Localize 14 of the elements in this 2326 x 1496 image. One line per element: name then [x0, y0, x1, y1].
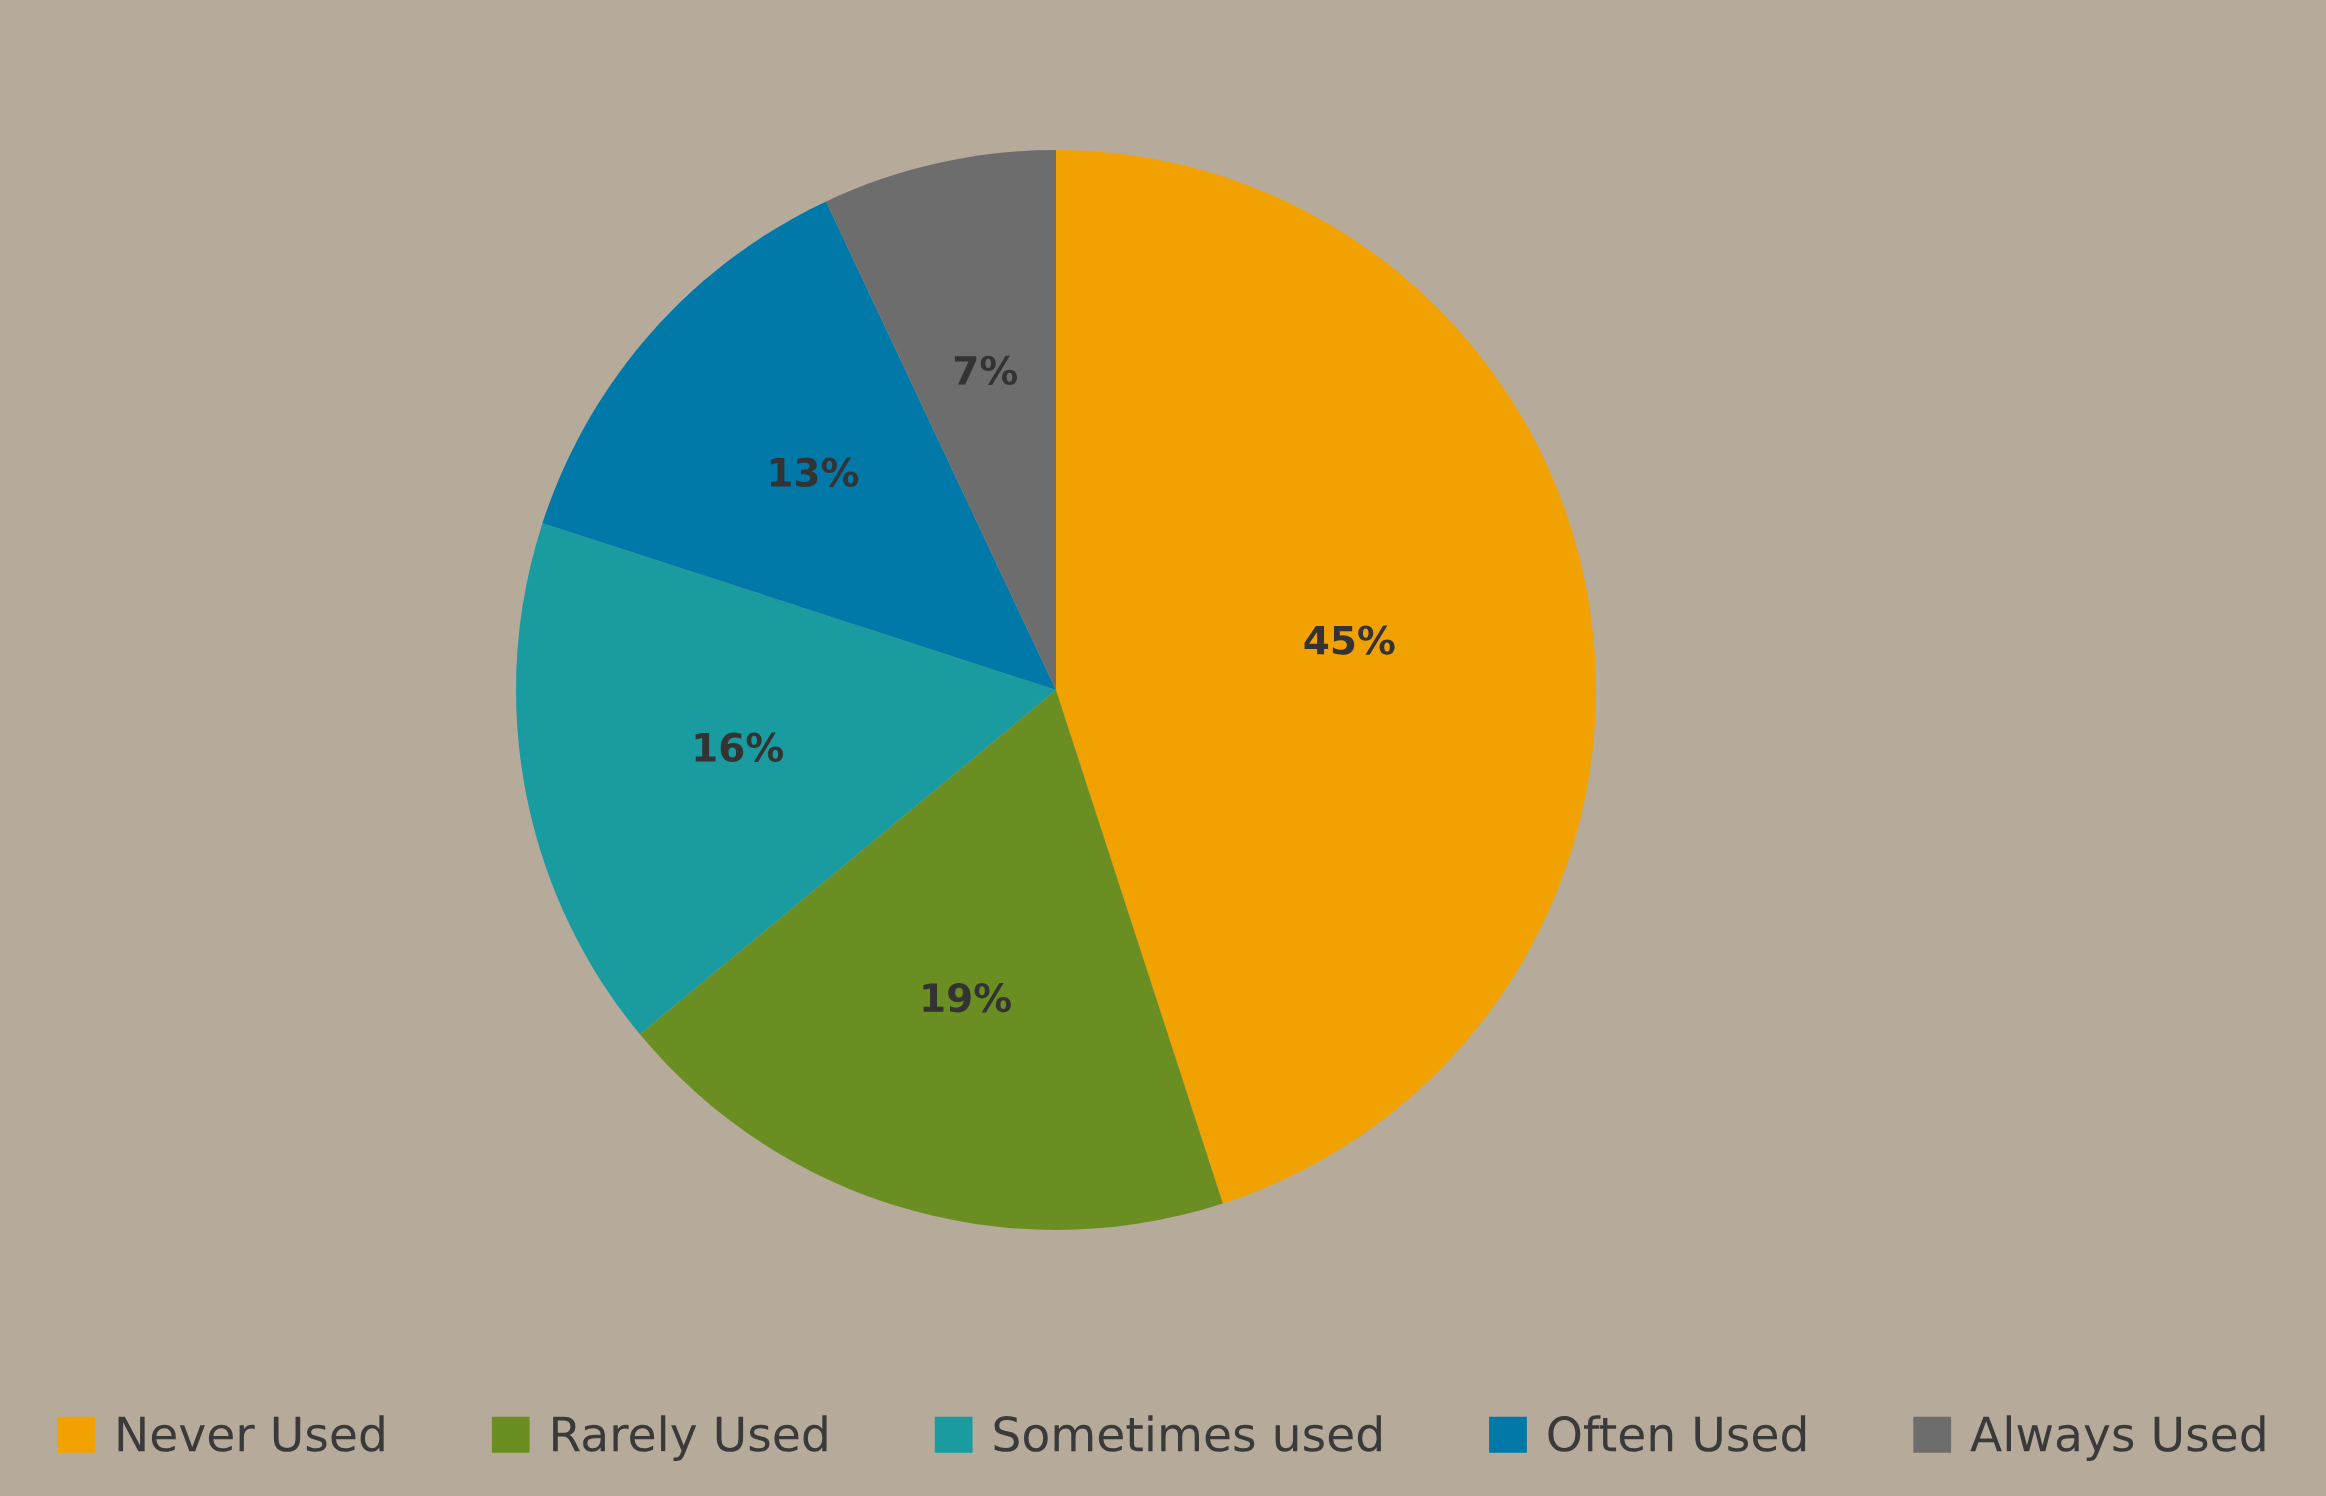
data-label: 45%: [1304, 625, 1395, 655]
legend-label: Always Used: [1970, 1415, 2265, 1461]
data-label: 16%: [695, 732, 784, 762]
legend-label: Often Used: [1548, 1415, 1806, 1452]
data-label: 19%: [923, 983, 1011, 1013]
pie-slice: [516, 523, 1056, 1035]
data-label: 13%: [770, 457, 859, 488]
legend-label: Rarely Used: [553, 1415, 827, 1461]
data-label: 7%: [954, 355, 1018, 386]
legend-label: Sometimes used: [994, 1415, 1381, 1452]
legend-label: Never Used: [118, 1415, 384, 1452]
pie-slice: [1056, 150, 1596, 1204]
pie-slice: [639, 690, 1223, 1230]
pie-slice: [542, 201, 1056, 690]
